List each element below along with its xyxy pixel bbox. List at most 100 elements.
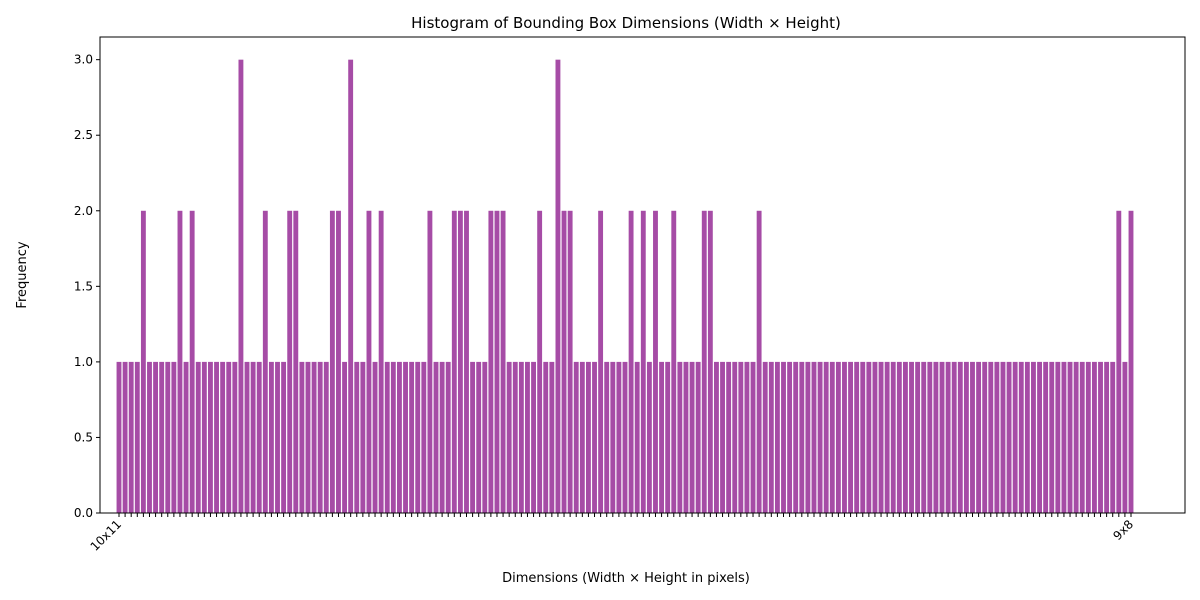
bar — [1098, 361, 1103, 513]
bar — [165, 361, 171, 513]
bar — [823, 361, 829, 513]
bar — [945, 361, 951, 513]
bar — [537, 210, 543, 513]
bar — [622, 361, 628, 513]
bar — [409, 361, 415, 513]
bar — [518, 361, 524, 513]
bar — [1104, 361, 1110, 513]
bar — [707, 210, 713, 513]
bar — [476, 361, 482, 513]
bar — [902, 361, 908, 513]
x-axis-label: Dimensions (Width × Height in pixels) — [502, 571, 750, 586]
plot-frame — [99, 36, 1186, 514]
bar — [616, 361, 622, 513]
bar — [738, 361, 744, 513]
bar — [573, 361, 579, 513]
bar — [646, 361, 652, 513]
bar — [482, 361, 488, 513]
bar — [683, 361, 689, 513]
bar — [433, 361, 439, 513]
bar — [988, 361, 994, 513]
bar — [342, 361, 348, 513]
bar — [774, 361, 780, 513]
bar — [384, 361, 390, 513]
y-tick-label: 2.5 — [74, 128, 93, 142]
bar — [781, 361, 786, 513]
bar — [275, 361, 280, 513]
bar — [1110, 361, 1116, 513]
bar — [829, 361, 835, 513]
bar — [634, 361, 640, 513]
bar — [396, 361, 402, 513]
bar — [244, 361, 250, 513]
bar — [604, 361, 610, 513]
bar — [970, 361, 975, 513]
bar — [628, 210, 634, 513]
bar — [494, 210, 500, 513]
bar — [445, 361, 451, 513]
bar — [1085, 361, 1091, 513]
bar — [1043, 361, 1049, 513]
bar — [1055, 361, 1061, 513]
bar — [927, 361, 933, 513]
bar — [116, 361, 122, 513]
bar — [1049, 361, 1055, 513]
bar — [171, 361, 177, 513]
bar — [921, 361, 927, 513]
bar — [189, 210, 195, 513]
bar — [128, 361, 134, 513]
bar — [799, 361, 805, 513]
bar — [549, 361, 555, 513]
bar — [299, 361, 305, 513]
bar — [500, 210, 506, 513]
bar — [354, 361, 360, 513]
bar — [232, 361, 238, 513]
bar — [811, 361, 817, 513]
bar — [421, 361, 427, 513]
bar — [1091, 361, 1097, 513]
bar — [439, 361, 445, 513]
bar — [1067, 361, 1073, 513]
bar — [957, 361, 963, 513]
bar — [1037, 361, 1042, 513]
bar — [1018, 361, 1024, 513]
bar — [122, 361, 128, 513]
bar — [1000, 361, 1006, 513]
bar — [336, 210, 341, 513]
bar — [305, 361, 311, 513]
bar — [878, 361, 884, 513]
bar — [817, 361, 823, 513]
bar — [201, 361, 207, 513]
bar — [1031, 361, 1036, 513]
bar — [695, 361, 701, 513]
bar — [214, 361, 219, 513]
bar — [762, 361, 768, 513]
bar — [159, 361, 165, 513]
bar — [689, 361, 695, 513]
bar — [732, 361, 738, 513]
bar — [860, 361, 866, 513]
bar — [183, 361, 189, 513]
bar — [579, 361, 585, 513]
bar — [281, 361, 287, 513]
bar — [610, 361, 616, 513]
bar — [1012, 361, 1018, 513]
y-tick-label: 0.5 — [74, 430, 93, 444]
bar — [226, 361, 232, 513]
bar — [671, 210, 677, 513]
bar — [653, 210, 658, 513]
bar — [963, 361, 969, 513]
bar — [195, 361, 201, 513]
bar — [153, 361, 159, 513]
bar — [592, 361, 597, 513]
bar — [909, 361, 914, 513]
bar — [372, 361, 378, 513]
chart-title: Histogram of Bounding Box Dimensions (Wi… — [411, 14, 841, 32]
bar — [567, 210, 573, 513]
x-tick-label: 10x11 — [88, 517, 125, 554]
bar — [659, 361, 665, 513]
bar — [464, 210, 469, 513]
y-axis-label: Frequency — [15, 241, 30, 308]
bar — [842, 361, 847, 513]
bar — [787, 361, 793, 513]
